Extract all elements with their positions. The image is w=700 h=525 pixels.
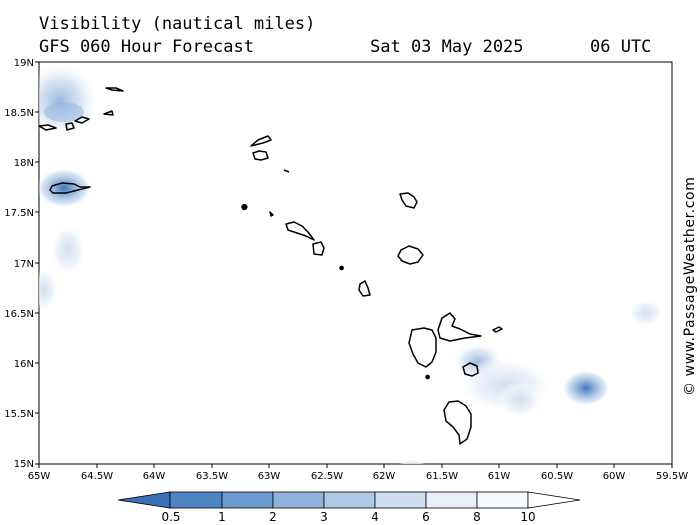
legend-high-arrow — [527, 491, 581, 509]
legend-label-4: 4 — [371, 510, 379, 524]
lon-label-63-5w: 63.5W — [196, 471, 228, 482]
legend-label-0-5: 0.5 — [161, 510, 180, 524]
legend-label-10: 10 — [520, 510, 535, 524]
lat-label-17-5n: 17.5N — [4, 208, 34, 219]
island-anguilla — [250, 135, 272, 147]
lon-label-62-5w: 62.5W — [311, 471, 343, 482]
lat-label-15n: 15N — [14, 459, 34, 470]
low-visibility-area-dominica-east — [498, 382, 542, 418]
lon-label-60-5w: 60.5W — [541, 471, 573, 482]
lat-label-19n: 19N — [14, 58, 34, 69]
low-visibility-area-west-3 — [39, 268, 58, 312]
low-visibility-area-west — [39, 168, 92, 208]
low-visibility-area-east — [562, 370, 610, 406]
island-guadeloupe-basse-terre — [408, 327, 437, 368]
lon-label-63w: 63W — [258, 471, 281, 482]
legend-swatch-0 — [169, 491, 223, 509]
legend-label-8: 8 — [473, 510, 481, 524]
lat-label-18n: 18N — [14, 158, 34, 169]
lon-label-61-5w: 61.5W — [426, 471, 458, 482]
island-saba — [241, 203, 248, 211]
forecast-time: 06 UTC — [590, 37, 652, 57]
island-st-croix — [49, 182, 91, 194]
legend-label-2: 2 — [269, 510, 277, 524]
lat-label-17n: 17N — [14, 259, 34, 270]
island-dominica — [443, 400, 472, 445]
visibility-legend: 0.5 1 2 3 4 6 8 10 — [117, 491, 581, 524]
island-marie-galante — [462, 362, 479, 377]
legend-swatch-4 — [374, 491, 427, 509]
lon-label-65w: 65W — [28, 471, 51, 482]
island-la-desirade — [492, 326, 503, 333]
low-visibility-area-west-2 — [50, 224, 86, 276]
island-montserrat — [358, 280, 371, 297]
legend-label-6: 6 — [422, 510, 430, 524]
legend-swatch-6 — [476, 491, 529, 509]
longitude-axis: 65W 64.5W 64W 63.5W 63W 62.5W 62W 61.5W … — [28, 464, 688, 482]
lon-label-62w: 62W — [373, 471, 396, 482]
lon-label-59-5w: 59.5W — [656, 471, 688, 482]
legend-swatch-1 — [221, 491, 274, 509]
island-les-saintes — [425, 374, 430, 380]
legend-swatch-2 — [272, 491, 325, 509]
map-title: Visibility (nautical miles) — [39, 14, 316, 34]
island-st-barthelemy — [283, 169, 290, 173]
lat-label-16-5n: 16.5N — [4, 309, 34, 320]
island-virgin-islands — [39, 116, 90, 131]
lat-label-18-5n: 18.5N — [4, 108, 34, 119]
lat-label-15-5n: 15.5N — [4, 409, 34, 420]
lon-label-64w: 64W — [143, 471, 166, 482]
watermark: © www.PassageWeather.com — [682, 177, 698, 396]
island-st-eustatius — [269, 211, 274, 217]
forecast-model-label: GFS 060 Hour Forecast — [39, 37, 254, 57]
forecast-date: Sat 03 May 2025 — [370, 37, 524, 57]
island-sombrero-area — [103, 110, 114, 116]
lon-label-64-5w: 64.5W — [81, 471, 113, 482]
legend-low-arrow — [117, 491, 171, 509]
island-antigua — [397, 245, 424, 265]
low-visibility-area-south — [398, 458, 426, 464]
lat-label-16n: 16N — [14, 359, 34, 370]
low-visibility-area-nw — [39, 62, 100, 138]
island-nevis — [312, 241, 325, 256]
lon-label-60w: 60W — [603, 471, 626, 482]
island-redonda — [339, 265, 344, 271]
island-anegada — [105, 87, 124, 92]
coastlines — [39, 87, 503, 445]
lon-label-61w: 61W — [488, 471, 511, 482]
latitude-axis: 15N 15.5N 16N 16.5N 17N 17.5N 18N 18.5N … — [4, 58, 39, 470]
island-guadeloupe-grande-terre — [437, 312, 482, 342]
legend-swatch-3 — [323, 491, 376, 509]
low-visibility-area-far-east — [628, 299, 664, 327]
legend-swatch-5 — [425, 491, 478, 509]
legend-label-1: 1 — [218, 510, 226, 524]
legend-label-3: 3 — [320, 510, 328, 524]
island-st-kitts — [285, 221, 315, 241]
island-barbuda — [399, 192, 418, 209]
island-st-martin — [252, 150, 269, 161]
low-visibility-area-nw-core — [44, 102, 84, 122]
visibility-shading — [39, 62, 664, 464]
